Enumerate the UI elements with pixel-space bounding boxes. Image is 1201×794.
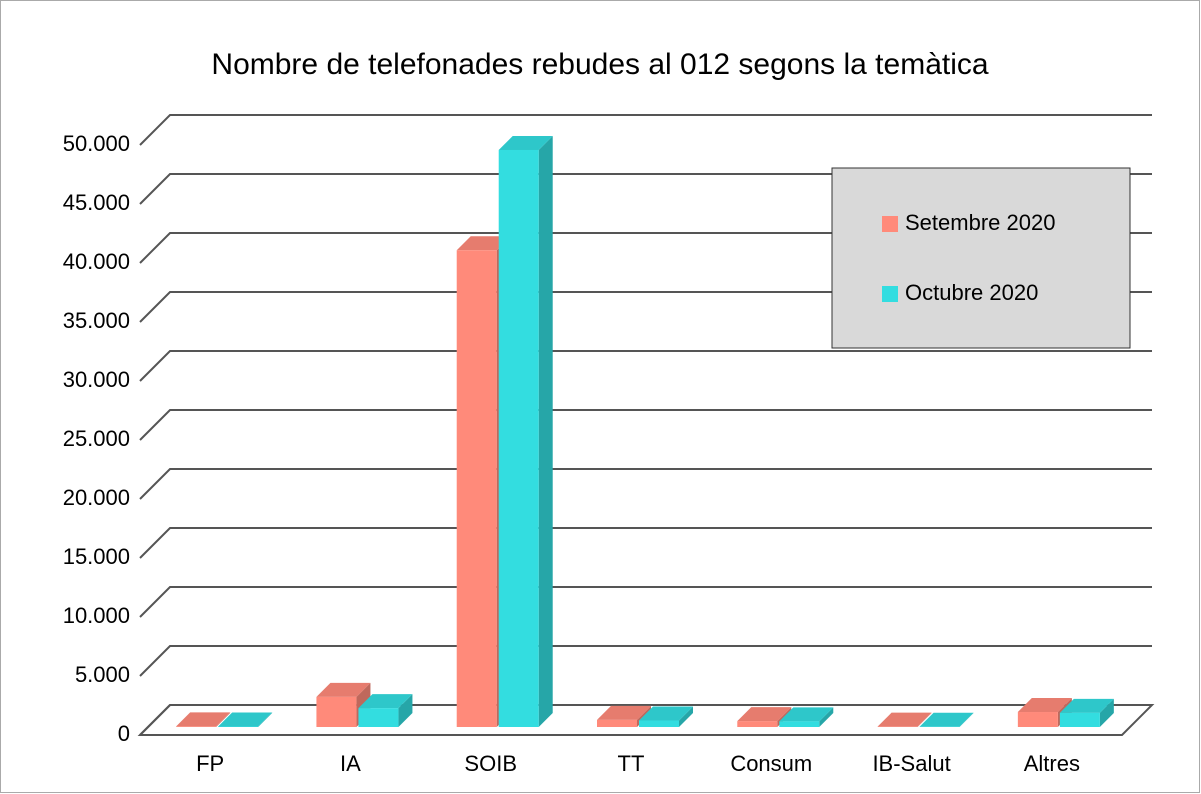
bar-side <box>959 712 974 727</box>
bar <box>779 707 834 727</box>
bar <box>176 712 231 727</box>
bar-front <box>456 250 497 727</box>
grid-line <box>139 468 1152 500</box>
y-tick-label: 10.000 <box>63 603 130 628</box>
bar-side <box>216 712 231 727</box>
x-tick-label: SOIB <box>464 751 517 776</box>
legend-swatch <box>882 286 898 302</box>
y-tick-label: 25.000 <box>63 426 130 451</box>
bar <box>919 712 974 727</box>
bar-top <box>316 682 371 697</box>
x-tick-label: TT <box>618 751 645 776</box>
grid-line <box>139 350 1152 382</box>
y-tick-label: 35.000 <box>63 308 130 333</box>
grid-line <box>139 409 1152 441</box>
y-tick-label: 30.000 <box>63 367 130 392</box>
bar-side <box>398 694 413 727</box>
bar-side <box>538 135 553 728</box>
bar-front <box>498 149 539 728</box>
grid-line <box>139 114 1152 146</box>
chart-title: Nombre de telefonades rebudes al 012 seg… <box>211 48 988 81</box>
grid-line <box>139 645 1152 677</box>
x-tick-label: IB-Salut <box>872 751 950 776</box>
bar-side <box>679 706 693 727</box>
bar-side <box>917 712 932 727</box>
grid-line <box>139 232 1152 264</box>
bar-front <box>597 719 637 727</box>
bar-side <box>258 712 273 727</box>
bar-top <box>919 712 974 727</box>
legend-swatch <box>882 216 898 232</box>
bar-top <box>176 712 231 727</box>
bar-top <box>779 707 834 722</box>
x-tick-label: FP <box>196 751 224 776</box>
bar-top <box>218 712 273 727</box>
x-tick-label: Consum <box>730 751 812 776</box>
bar-front <box>176 726 217 727</box>
grid-line <box>139 291 1152 323</box>
y-tick-label: 20.000 <box>63 485 130 510</box>
grid-line <box>139 527 1152 559</box>
bar-top <box>498 135 553 150</box>
legend-label: Octubre 2020 <box>905 280 1038 305</box>
bar <box>877 712 932 727</box>
bar <box>1059 698 1114 727</box>
bar-top <box>456 236 511 251</box>
bar-top <box>877 712 932 727</box>
bar-top <box>639 706 693 721</box>
bar-top <box>737 707 792 722</box>
bar-front <box>358 708 399 727</box>
y-tick-label: 50.000 <box>63 131 130 156</box>
bar <box>218 712 273 727</box>
bar-front <box>737 721 778 727</box>
bar-top <box>358 694 413 709</box>
bar-front <box>1017 712 1058 727</box>
y-tick-label: 5.000 <box>75 662 130 687</box>
x-tick-label: IA <box>340 751 361 776</box>
y-tick-label: 45.000 <box>63 190 130 215</box>
x-tick-label: Altres <box>1024 751 1080 776</box>
bar-front <box>316 696 357 727</box>
y-tick-label: 15.000 <box>63 544 130 569</box>
bar <box>639 706 693 727</box>
grid-line <box>139 704 1152 736</box>
legend-label: Setembre 2020 <box>905 210 1055 235</box>
bar-front <box>639 720 679 727</box>
y-tick-label: 0 <box>118 721 130 746</box>
bar <box>498 135 553 728</box>
legend-box <box>831 167 1131 349</box>
bar-top <box>1059 698 1114 713</box>
grid-line <box>139 173 1152 205</box>
bar <box>358 694 413 727</box>
bar-front <box>1059 712 1100 727</box>
bar-side <box>1099 698 1114 727</box>
bar-top <box>1017 698 1072 713</box>
bar-side <box>819 707 834 727</box>
grid-line <box>139 586 1152 618</box>
bar-front <box>779 721 820 727</box>
bar-top <box>597 705 651 720</box>
y-tick-label: 40.000 <box>63 249 130 274</box>
